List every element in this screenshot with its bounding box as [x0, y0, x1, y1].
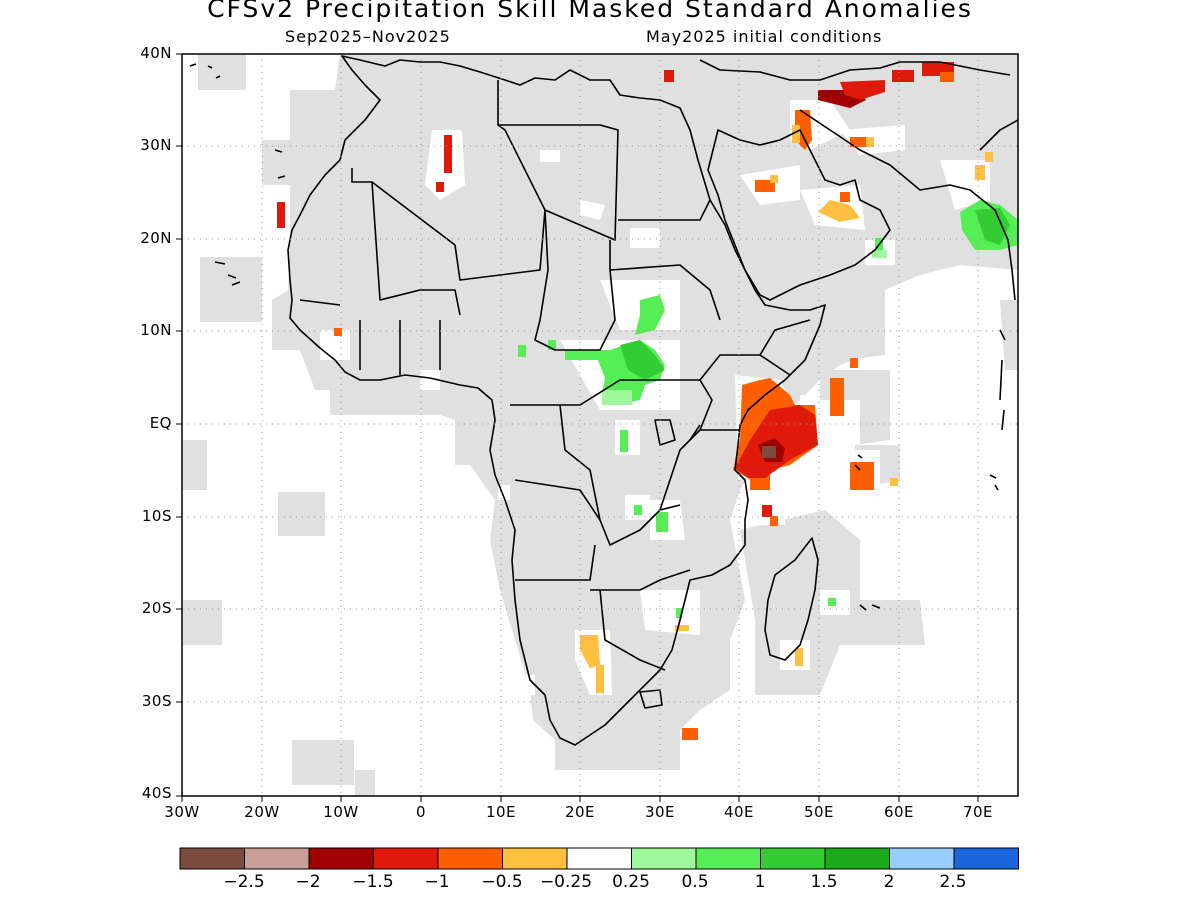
- x-tick-label: 30W: [164, 803, 200, 821]
- colorbar-swatch: [953, 847, 1019, 870]
- colorbar-swatch: [308, 847, 374, 870]
- x-tick-label: 20W: [244, 803, 280, 821]
- colorbar-label: 2: [883, 872, 895, 892]
- colorbar-swatch: [631, 847, 697, 870]
- colorbar-swatch: [244, 847, 310, 870]
- colorbar-label: −2.5: [223, 872, 265, 892]
- colorbar-label: −1: [424, 872, 450, 892]
- forecast-period: Sep2025–Nov2025: [285, 27, 451, 46]
- colorbar-swatch: [179, 847, 245, 870]
- colorbar-swatch: [566, 847, 632, 870]
- colorbar-label: −0.5: [481, 872, 523, 892]
- y-tick-label: 20S: [141, 599, 172, 617]
- y-tick-label: 40N: [140, 44, 172, 62]
- chart-title: CFSv2 Precipitation Skill Masked Standar…: [207, 0, 973, 23]
- axis-ticks: [176, 53, 979, 802]
- y-tick-label: 30S: [141, 692, 172, 710]
- x-tick-label: 10W: [323, 803, 359, 821]
- y-tick-label: 40S: [141, 784, 172, 802]
- colorbar-swatch: [824, 847, 890, 870]
- colorbar-swatch: [889, 847, 955, 870]
- x-tick-label: 0: [415, 803, 427, 821]
- colorbar-label: 0.5: [681, 872, 709, 892]
- anomaly-shading: [277, 62, 1018, 740]
- colorbar-swatch: [437, 847, 503, 870]
- colorbar-swatch: [695, 847, 761, 870]
- anomaly-east-africa-brown: [762, 446, 776, 458]
- y-tick-label: 30N: [140, 136, 172, 154]
- x-tick-label: 30E: [644, 803, 676, 821]
- x-tick-label: 20E: [564, 803, 596, 821]
- x-tick-label: 40E: [723, 803, 755, 821]
- map-gridlines: [182, 54, 1018, 796]
- x-tick-label: 70E: [962, 803, 994, 821]
- colorbar-label: 1: [754, 872, 766, 892]
- colorbar-label: −2: [295, 872, 321, 892]
- colorbar-swatch: [760, 847, 826, 870]
- initial-conditions: May2025 initial conditions: [646, 27, 883, 46]
- colorbar-swatch: [373, 847, 439, 870]
- colorbar-label: −1.5: [352, 872, 394, 892]
- colorbar-swatch: [502, 847, 568, 870]
- x-tick-label: 10E: [485, 803, 517, 821]
- y-tick-label: 20N: [140, 229, 172, 247]
- y-tick-label: EQ: [149, 414, 172, 432]
- colorbar-label: 1.5: [810, 872, 838, 892]
- coastlines-and-borders: [189, 55, 1018, 746]
- map-frame: [181, 53, 1019, 797]
- colorbar-label: −0.25: [539, 872, 593, 892]
- y-tick-label: 10S: [141, 507, 172, 525]
- x-tick-label: 50E: [803, 803, 835, 821]
- colorbar-label: 0.25: [612, 872, 650, 892]
- x-tick-label: 60E: [883, 803, 915, 821]
- colorbar-label: 2.5: [939, 872, 967, 892]
- y-tick-label: 10N: [140, 321, 172, 339]
